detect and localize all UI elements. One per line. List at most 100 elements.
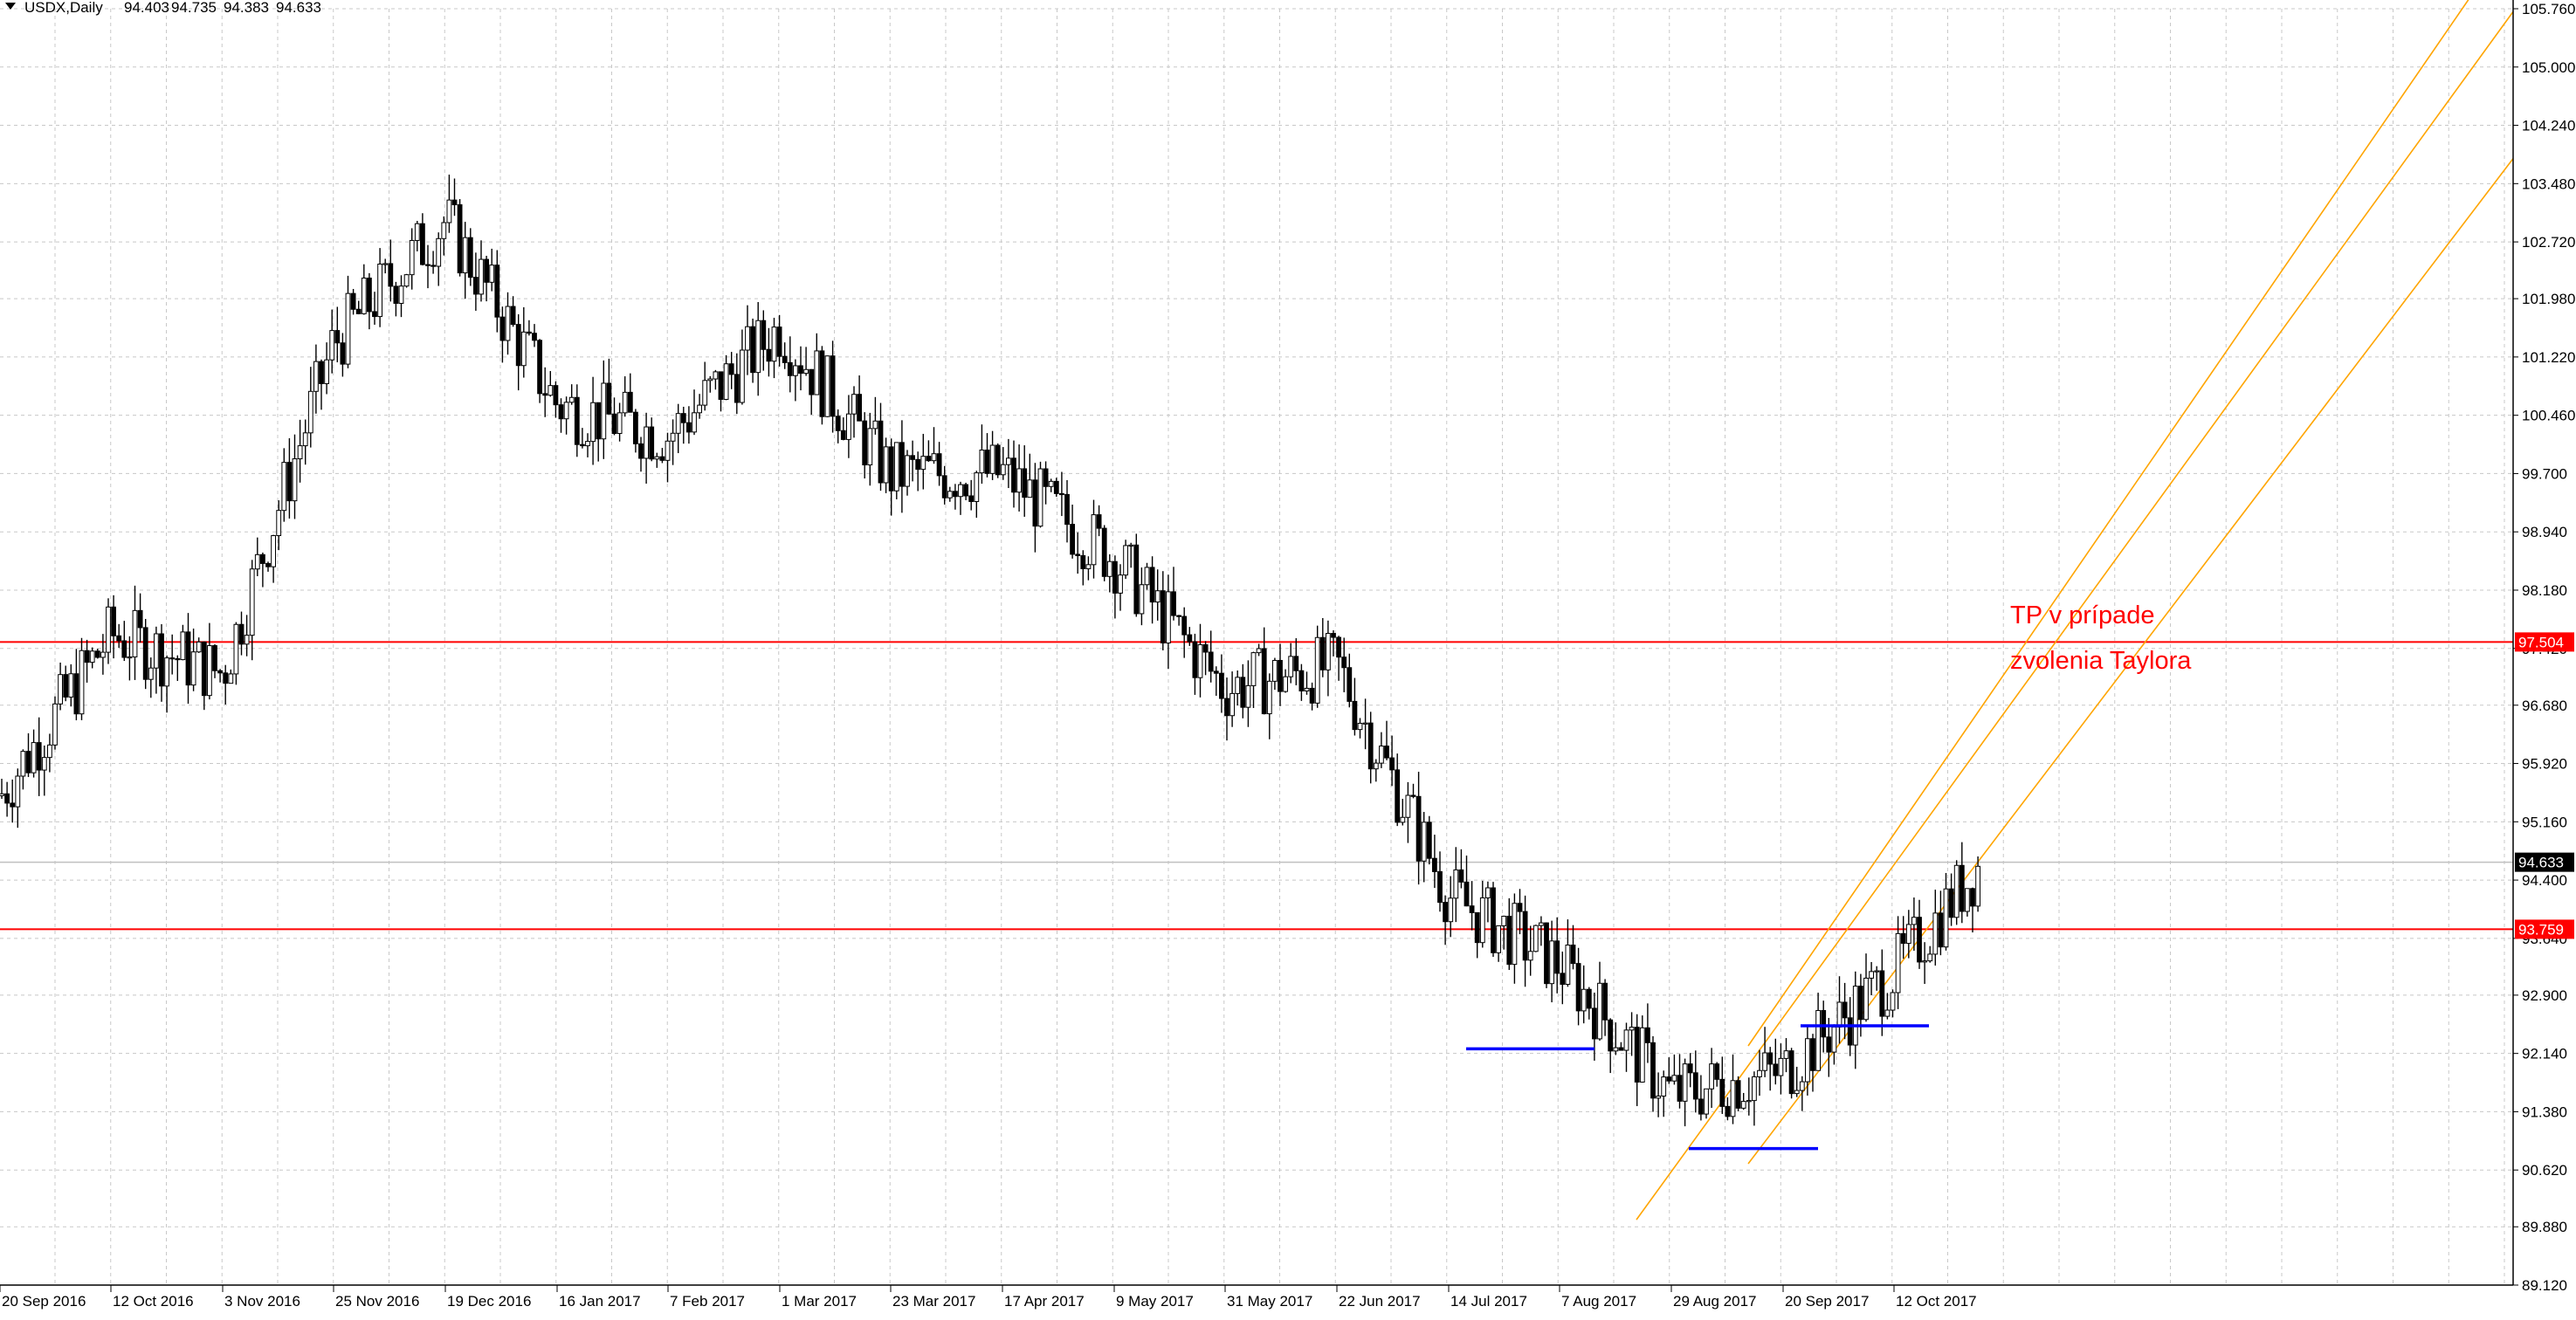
candle-body <box>1719 1078 1725 1107</box>
candle-body <box>1762 1052 1767 1071</box>
channel-line[interactable] <box>1747 158 2514 1165</box>
candle-body <box>1618 1047 1624 1051</box>
candle-body <box>941 475 947 498</box>
candle-body <box>190 651 196 686</box>
candle-body <box>1415 795 1422 862</box>
candle-body <box>68 673 74 698</box>
candle-body <box>446 199 452 223</box>
candle-body <box>1197 643 1203 678</box>
candle-body <box>1474 911 1480 944</box>
candle-body <box>1229 692 1235 717</box>
channel-line[interactable] <box>1636 10 2514 1220</box>
candle-body <box>1006 457 1011 465</box>
candle-body <box>489 265 495 283</box>
symbol-label: USDX,Daily <box>24 0 103 16</box>
candle-body <box>915 458 921 471</box>
candle-body <box>1437 870 1443 904</box>
candle-body <box>527 331 532 334</box>
candle-body <box>281 462 287 512</box>
candle-body <box>888 446 894 492</box>
channel-line[interactable] <box>1747 0 2513 1047</box>
candle-body <box>1053 480 1059 494</box>
candle-body <box>1096 514 1102 529</box>
candle-body <box>1405 794 1411 818</box>
candle-body <box>670 432 676 442</box>
candle-body <box>1948 888 1954 918</box>
candle-body <box>1208 651 1214 672</box>
candle-body <box>169 657 176 660</box>
candle-body <box>1879 970 1885 1017</box>
candle-body <box>1341 657 1347 669</box>
candle-body <box>1064 493 1070 526</box>
candle-body <box>185 631 191 686</box>
candle-body <box>1091 514 1097 566</box>
candle-body <box>10 802 16 808</box>
candle-body <box>1714 1063 1720 1080</box>
candle-body <box>1661 1076 1667 1097</box>
candle-body <box>1256 648 1262 654</box>
candle-body <box>899 442 905 487</box>
candle-body <box>532 333 537 341</box>
candle-body <box>1106 560 1112 577</box>
candle-body <box>723 363 729 400</box>
support-lines[interactable] <box>1466 1024 1929 1151</box>
trend-channel[interactable] <box>1636 0 2514 1220</box>
candle-body <box>254 553 260 570</box>
candle-body <box>393 285 399 304</box>
candle-body <box>388 263 394 287</box>
candle-body <box>1491 887 1496 953</box>
annotation[interactable]: TP v prípade zvolenia Taylora <box>2010 602 2192 675</box>
candle-body <box>1352 700 1358 731</box>
candle-body <box>1479 897 1485 944</box>
candle-body <box>872 420 878 430</box>
candle-body <box>462 237 468 274</box>
candle-body <box>1586 988 1592 1009</box>
candle-body <box>947 491 953 498</box>
candle-body <box>350 292 356 310</box>
candle-body <box>1842 1001 1848 1019</box>
candle-body <box>1176 615 1181 617</box>
candle-body <box>787 361 793 376</box>
candle-body <box>1692 1072 1698 1100</box>
candle-body <box>616 412 623 435</box>
candle-body <box>680 413 686 423</box>
chart-header: USDX,Daily 94.403 94.735 94.383 94.633 <box>5 0 321 16</box>
candle-body <box>1560 973 1566 985</box>
candle-body <box>1629 1027 1635 1031</box>
candle-body <box>47 744 52 759</box>
candle-body <box>4 793 10 804</box>
candle-body <box>1464 881 1470 907</box>
candle-body <box>1852 986 1858 1046</box>
x-tick-label: 14 Jul 2017 <box>1450 1293 1527 1310</box>
candle-body <box>622 391 628 414</box>
candle-body <box>846 413 851 440</box>
candle-body <box>995 444 1001 476</box>
candle-body <box>819 350 825 417</box>
candle-body <box>484 258 490 283</box>
candle-body <box>1421 822 1427 862</box>
candle-body <box>740 349 745 403</box>
candle-body <box>590 402 596 443</box>
candle-body <box>228 673 234 684</box>
candle-body <box>116 635 122 642</box>
candle-body <box>1496 925 1501 953</box>
y-tick-label: 105.760 <box>2522 1 2575 17</box>
candle-body <box>361 278 367 314</box>
candle-body <box>798 365 803 375</box>
candle-body <box>1900 932 1906 945</box>
y-tick-label: 95.160 <box>2522 814 2567 830</box>
candle-body <box>1101 527 1107 577</box>
candle-body <box>953 491 958 498</box>
candle-body <box>1314 636 1320 704</box>
candle-body <box>1869 971 1874 979</box>
candle-body <box>1373 762 1379 770</box>
candle-body <box>260 553 265 564</box>
horizontal-levels[interactable] <box>0 641 2513 931</box>
candle-body <box>793 365 798 376</box>
candle-body <box>1746 1100 1752 1103</box>
candle-body <box>100 651 106 658</box>
collapse-triangle-icon[interactable] <box>5 3 16 10</box>
candle-body <box>1549 940 1554 985</box>
